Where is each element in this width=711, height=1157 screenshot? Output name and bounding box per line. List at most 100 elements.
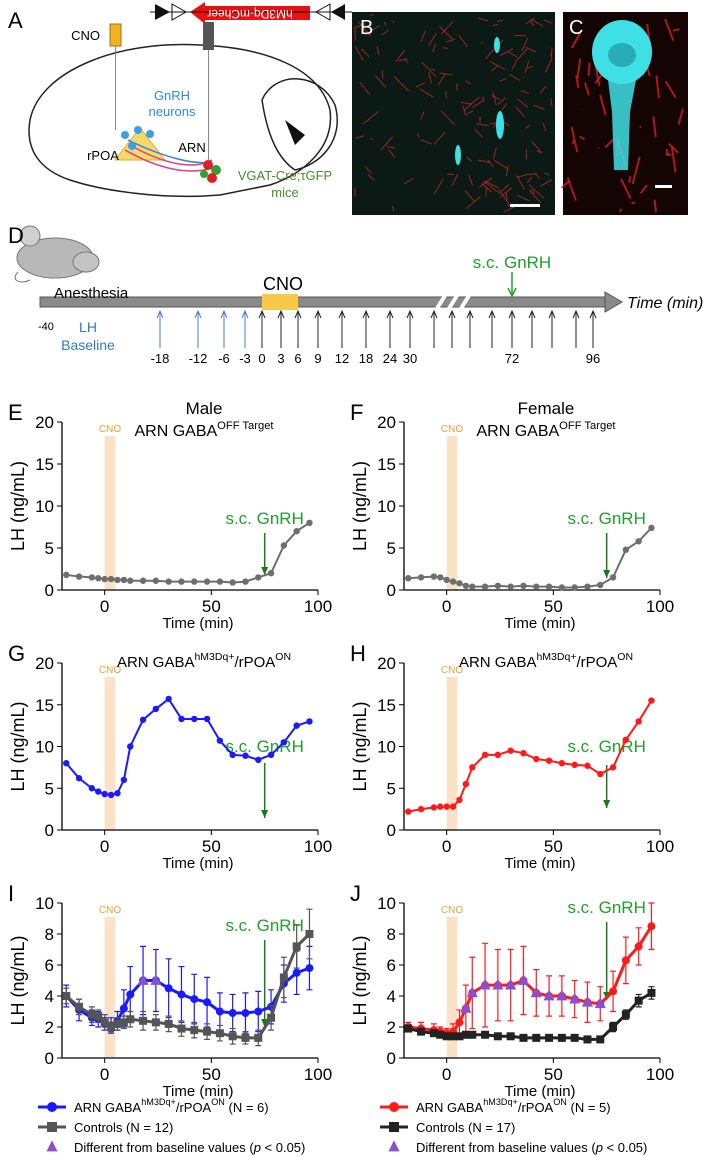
micrograph-c-fibers <box>560 18 684 213</box>
point <box>113 1019 122 1028</box>
time-axis-label: Time (min) <box>627 295 703 312</box>
scale-bar <box>510 204 540 207</box>
fiber <box>534 172 540 180</box>
point <box>215 1007 224 1016</box>
legend-label: Different from baseline values (p < 0.05… <box>74 1140 305 1155</box>
cno-label: CNO <box>71 28 100 43</box>
point <box>306 519 313 526</box>
fiber <box>471 99 486 109</box>
fiber <box>500 103 508 112</box>
point <box>635 538 642 545</box>
mouse-icon <box>14 225 100 283</box>
x-axis-label: Time (min) <box>162 855 233 872</box>
y-tick-label: 5 <box>387 779 396 798</box>
fiber <box>550 53 553 56</box>
fiber <box>526 65 533 69</box>
point <box>190 1026 199 1035</box>
panel-label: J <box>350 881 361 906</box>
annotation-arrowhead <box>261 810 269 818</box>
y-tick-label: 0 <box>387 1049 396 1068</box>
fiber <box>652 116 657 138</box>
annotation: s.c. GnRH <box>225 737 303 756</box>
fiber <box>497 97 507 105</box>
fiber <box>560 179 571 189</box>
fiber <box>374 75 387 88</box>
series-line <box>408 700 653 813</box>
point <box>596 1035 605 1044</box>
chart-title-part: ARN GABA <box>459 654 537 671</box>
chart-subtitle: ARN GABAOFF Target <box>134 420 274 440</box>
y-tick-label: 5 <box>45 779 54 798</box>
point <box>648 524 655 532</box>
point <box>280 739 288 746</box>
point <box>469 764 476 771</box>
point <box>75 1002 84 1011</box>
legend-marker <box>47 1102 57 1112</box>
sample-arrowhead <box>220 309 228 319</box>
fiber <box>462 105 466 116</box>
point <box>417 805 425 813</box>
chart-title-part: hM3Dq+ <box>536 651 576 663</box>
fiber <box>420 139 433 145</box>
fiber <box>516 194 530 202</box>
y-tick-label: 15 <box>35 455 54 474</box>
cno-band-label: CNO <box>441 905 463 916</box>
cell <box>455 145 461 165</box>
cno-band <box>446 677 458 830</box>
fiber <box>361 48 370 57</box>
mice-label: VGAT-Cre;τGFP <box>238 168 332 183</box>
y-tick-label: 5 <box>45 539 54 558</box>
point <box>114 576 121 584</box>
fiber <box>524 61 530 74</box>
schematic <box>28 2 352 198</box>
fiber <box>465 110 474 116</box>
point <box>88 574 96 581</box>
legend-label: Controls (N = 12) <box>74 1120 173 1135</box>
significance-marker <box>466 986 478 998</box>
legend-label-part: p <box>595 1140 603 1155</box>
fiber <box>528 190 542 204</box>
y-tick-label: 0 <box>45 581 54 600</box>
fiber <box>570 126 579 153</box>
sample-label: -6 <box>218 351 230 366</box>
panel-label: F <box>350 400 363 425</box>
sample-label: -3 <box>239 351 251 366</box>
point <box>228 1009 237 1018</box>
point <box>609 574 617 581</box>
y-tick-label: 10 <box>35 894 54 913</box>
fiber <box>395 49 406 63</box>
chart-title: Male <box>186 399 223 418</box>
point <box>449 803 457 810</box>
x-tick-label: 50 <box>202 837 221 856</box>
point <box>305 964 314 973</box>
cell <box>496 111 504 139</box>
fiber <box>653 199 657 213</box>
x-tick-label: 50 <box>202 597 221 616</box>
fiber <box>416 133 420 138</box>
significance-marker <box>543 989 555 1001</box>
y-tick-label: 6 <box>387 956 396 975</box>
point <box>107 791 115 799</box>
point <box>455 1032 464 1041</box>
point <box>545 757 553 764</box>
sample-arrowhead <box>241 309 249 319</box>
fiber <box>460 101 472 105</box>
sample-label: 30 <box>403 351 417 366</box>
point <box>462 582 470 589</box>
fiber <box>509 73 521 81</box>
point <box>164 1019 173 1028</box>
fiber <box>520 90 529 94</box>
point <box>75 573 83 580</box>
fiber <box>526 17 535 25</box>
point <box>241 1033 250 1042</box>
significance-marker <box>150 973 162 985</box>
injection-label: s.c. GnRH <box>473 253 551 272</box>
significance-marker <box>556 989 568 1001</box>
legend-label: Controls (N = 17) <box>416 1120 515 1135</box>
fiber <box>492 24 499 27</box>
point <box>621 1010 630 1019</box>
fiber <box>521 37 529 51</box>
point <box>229 579 236 586</box>
fiber <box>439 72 453 76</box>
y-tick-label: 4 <box>387 987 396 1006</box>
